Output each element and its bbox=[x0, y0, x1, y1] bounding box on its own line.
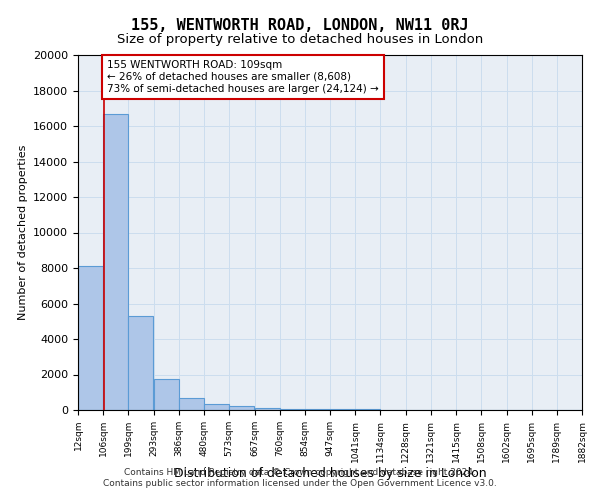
Bar bbox=[280, 408, 305, 410]
Text: Size of property relative to detached houses in London: Size of property relative to detached ho… bbox=[117, 32, 483, 46]
Y-axis label: Number of detached properties: Number of detached properties bbox=[17, 145, 28, 320]
Bar bbox=[179, 398, 204, 410]
Bar bbox=[154, 379, 179, 410]
Bar bbox=[204, 404, 229, 410]
Text: 155, WENTWORTH ROAD, LONDON, NW11 0RJ: 155, WENTWORTH ROAD, LONDON, NW11 0RJ bbox=[131, 18, 469, 32]
Bar bbox=[330, 409, 355, 410]
Text: 155 WENTWORTH ROAD: 109sqm
← 26% of detached houses are smaller (8,608)
73% of s: 155 WENTWORTH ROAD: 109sqm ← 26% of deta… bbox=[107, 60, 379, 94]
Bar bbox=[229, 406, 254, 410]
Bar bbox=[78, 266, 103, 410]
Text: Contains HM Land Registry data © Crown copyright and database right 2024.
Contai: Contains HM Land Registry data © Crown c… bbox=[103, 468, 497, 487]
Bar bbox=[128, 316, 154, 410]
Bar bbox=[103, 114, 128, 410]
Bar bbox=[254, 408, 280, 410]
X-axis label: Distribution of detached houses by size in London: Distribution of detached houses by size … bbox=[173, 468, 487, 480]
Bar bbox=[305, 409, 330, 410]
